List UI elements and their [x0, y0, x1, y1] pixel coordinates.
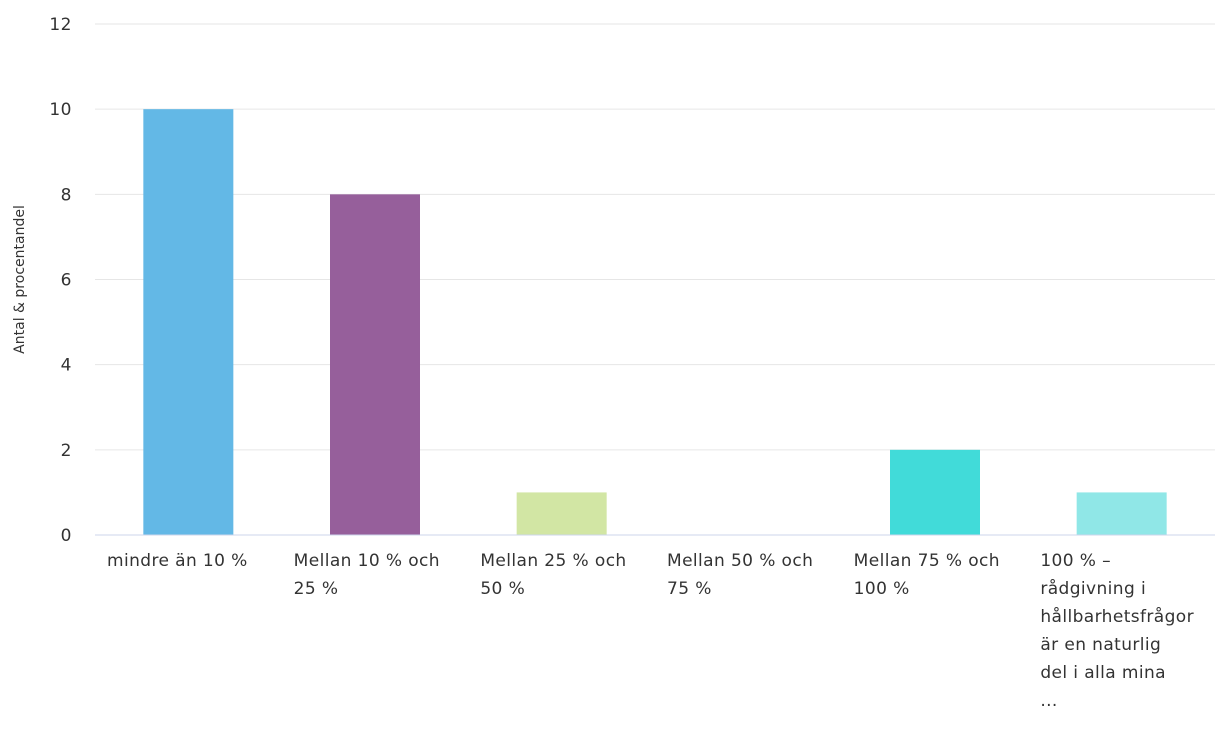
bars	[143, 109, 1167, 536]
bar-3[interactable]	[516, 492, 607, 535]
bar-5[interactable]	[890, 449, 980, 535]
x-tick-label: Mellan 10 % och 25 %	[293, 551, 440, 599]
x-tick-label: Mellan 25 % och 50 %	[480, 551, 627, 599]
y-tick-label: 12	[49, 15, 72, 35]
y-tick-label: 6	[61, 271, 72, 291]
x-tick-label: Mellan 50 % och 75 %	[667, 551, 814, 599]
y-tick-label: 4	[61, 356, 72, 376]
y-tick-label: 8	[61, 185, 72, 205]
y-axis-label: Antal & procentandel	[12, 205, 28, 354]
grid-lines	[95, 23, 1215, 451]
bar-1[interactable]	[143, 109, 234, 536]
y-tick-label: 2	[61, 441, 72, 461]
y-tick-label: 10	[49, 100, 72, 120]
bar-6[interactable]	[1076, 492, 1167, 535]
y-axis-ticks: 0 2 4 6 8 10 12	[49, 15, 72, 546]
bar-2[interactable]	[330, 194, 420, 536]
x-tick-label: 100 % – rådgivning i hållbarhetsfrågor ä…	[1040, 551, 1194, 711]
x-tick-label: mindre än 10 %	[107, 551, 248, 571]
y-tick-label: 0	[61, 526, 72, 546]
x-tick-label: Mellan 75 % och 100 %	[853, 551, 1000, 599]
